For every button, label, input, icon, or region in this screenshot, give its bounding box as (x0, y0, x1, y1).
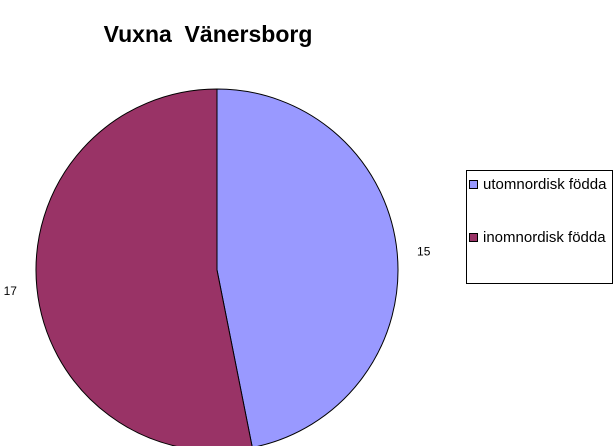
pie-slice (216, 88, 399, 446)
legend: utomnordisk födda inomnordisk födda (466, 170, 613, 284)
legend-label: utomnordisk födda (483, 176, 607, 193)
pie-slice (35, 88, 253, 446)
legend-item: utomnordisk födda (469, 176, 609, 193)
legend-label: inomnordisk födda (483, 229, 606, 246)
legend-item: inomnordisk födda (469, 229, 609, 246)
legend-swatch (469, 180, 478, 189)
legend-swatch (469, 233, 478, 242)
data-label: 15 (417, 244, 431, 258)
data-label: 17 (4, 284, 18, 298)
chart-title: Vuxna Vänersborg (104, 21, 313, 47)
